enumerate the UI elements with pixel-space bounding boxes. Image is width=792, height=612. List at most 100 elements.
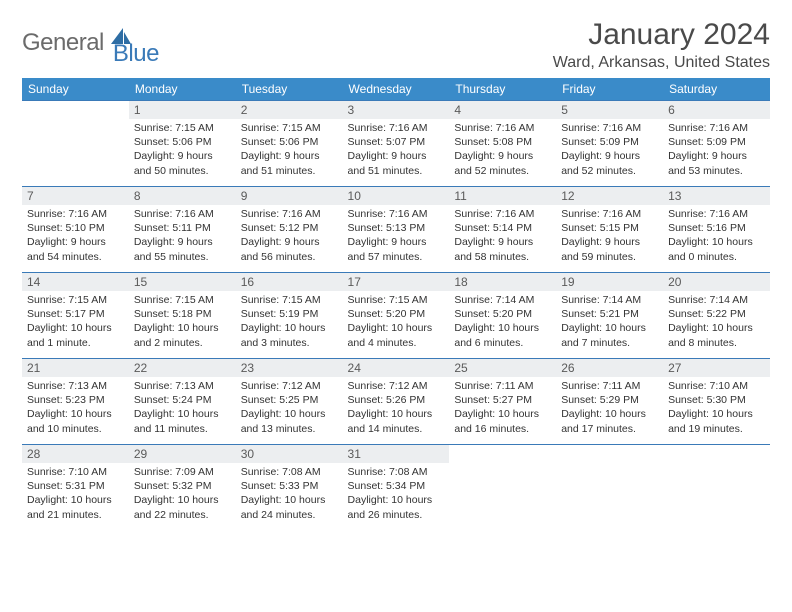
weekday-header: Sunday xyxy=(22,78,129,101)
calendar-day-cell: 4Sunrise: 7:16 AMSunset: 5:08 PMDaylight… xyxy=(449,101,556,187)
calendar-day-cell: 2Sunrise: 7:15 AMSunset: 5:06 PMDaylight… xyxy=(236,101,343,187)
day-number: 3 xyxy=(343,101,450,119)
day-number: 5 xyxy=(556,101,663,119)
weekday-header: Wednesday xyxy=(343,78,450,101)
day-content: Sunrise: 7:16 AMSunset: 5:14 PMDaylight:… xyxy=(449,205,556,266)
sunrise-text: Sunrise: 7:14 AM xyxy=(561,293,658,307)
calendar-day-cell: 10Sunrise: 7:16 AMSunset: 5:13 PMDayligh… xyxy=(343,187,450,273)
day-content: Sunrise: 7:16 AMSunset: 5:09 PMDaylight:… xyxy=(556,119,663,180)
sunset-text: Sunset: 5:11 PM xyxy=(134,221,231,235)
calendar-day-cell xyxy=(449,445,556,531)
calendar-table: Sunday Monday Tuesday Wednesday Thursday… xyxy=(22,78,770,531)
page-header: General Blue January 2024 Ward, Arkansas… xyxy=(22,18,770,72)
day-number: 1 xyxy=(129,101,236,119)
daylight-text: Daylight: 10 hours and 10 minutes. xyxy=(27,407,124,435)
calendar-week-row: 14 Sunrise: 7:15 AM Sunset: 5:17 PM Dayligh… xyxy=(22,273,770,359)
sunset-text: Sunset: 5:08 PM xyxy=(454,135,551,149)
calendar-day-cell: 29Sunrise: 7:09 AMSunset: 5:32 PMDayligh… xyxy=(129,445,236,531)
calendar-day-cell: 28Sunrise: 7:10 AMSunset: 5:31 PMDayligh… xyxy=(22,445,129,531)
daylight-text: Daylight: 10 hours and 2 minutes. xyxy=(134,321,231,349)
sunset-text: Sunset: 5:33 PM xyxy=(241,479,338,493)
calendar-day-cell: 9Sunrise: 7:16 AMSunset: 5:12 PMDaylight… xyxy=(236,187,343,273)
sunrise-text: Sunrise: 7:16 AM xyxy=(454,121,551,135)
location-text: Ward, Arkansas, United States xyxy=(553,54,770,72)
sunset-text: Sunset: 5:27 PM xyxy=(454,393,551,407)
sunset-text: Sunset: 5:20 PM xyxy=(348,307,445,321)
day-content: Sunrise: 7:16 AMSunset: 5:07 PMDaylight:… xyxy=(343,119,450,180)
day-number: 10 xyxy=(343,187,450,205)
calendar-day-cell: 30Sunrise: 7:08 AMSunset: 5:33 PMDayligh… xyxy=(236,445,343,531)
sunset-text: Sunset: 5:26 PM xyxy=(348,393,445,407)
day-content: Sunrise: 7:15 AMSunset: 5:18 PMDaylight:… xyxy=(129,291,236,352)
sunrise-text: Sunrise: 7:15 AM xyxy=(134,121,231,135)
calendar-week-row: 21Sunrise: 7:13 AMSunset: 5:23 PMDayligh… xyxy=(22,359,770,445)
sunrise-text: Sunrise: 7:16 AM xyxy=(561,121,658,135)
day-content: Sunrise: 7:15 AMSunset: 5:20 PMDaylight:… xyxy=(343,291,450,352)
sunrise-text: Sunrise: 7:16 AM xyxy=(348,121,445,135)
daylight-text: Daylight: 9 hours and 52 minutes. xyxy=(561,149,658,177)
calendar-day-cell: 20Sunrise: 7:14 AMSunset: 5:22 PMDayligh… xyxy=(663,273,770,359)
day-content: Sunrise: 7:09 AMSunset: 5:32 PMDaylight:… xyxy=(129,463,236,524)
daylight-text: Daylight: 10 hours and 13 minutes. xyxy=(241,407,338,435)
day-content: Sunrise: 7:16 AMSunset: 5:11 PMDaylight:… xyxy=(129,205,236,266)
calendar-week-row: 1Sunrise: 7:15 AMSunset: 5:06 PMDaylight… xyxy=(22,101,770,187)
day-content: Sunrise: 7:11 AMSunset: 5:29 PMDaylight:… xyxy=(556,377,663,438)
daylight-text: Daylight: 9 hours and 53 minutes. xyxy=(668,149,765,177)
daylight-text: Daylight: 10 hours and 17 minutes. xyxy=(561,407,658,435)
day-number: 4 xyxy=(449,101,556,119)
title-block: January 2024 Ward, Arkansas, United Stat… xyxy=(553,18,770,72)
day-content: Sunrise: 7:10 AMSunset: 5:31 PMDaylight:… xyxy=(22,463,129,524)
calendar-day-cell: 12Sunrise: 7:16 AMSunset: 5:15 PMDayligh… xyxy=(556,187,663,273)
calendar-day-cell: 14Sunrise: 7:15 AMSunset: 5:17 PMDayligh… xyxy=(22,273,129,359)
sunrise-text: Sunrise: 7:16 AM xyxy=(668,207,765,221)
day-number: 11 xyxy=(449,187,556,205)
sunset-text: Sunset: 5:29 PM xyxy=(561,393,658,407)
daylight-text: Daylight: 10 hours and 8 minutes. xyxy=(668,321,765,349)
day-number: 23 xyxy=(236,359,343,377)
daylight-text: Daylight: 9 hours and 51 minutes. xyxy=(348,149,445,177)
day-content: Sunrise: 7:15 AMSunset: 5:06 PMDaylight:… xyxy=(129,119,236,180)
daylight-text: Daylight: 10 hours and 16 minutes. xyxy=(454,407,551,435)
day-content: Sunrise: 7:15 AMSunset: 5:06 PMDaylight:… xyxy=(236,119,343,180)
day-content: Sunrise: 7:12 AMSunset: 5:25 PMDaylight:… xyxy=(236,377,343,438)
sunrise-text: Sunrise: 7:12 AM xyxy=(348,379,445,393)
sunset-text: Sunset: 5:24 PM xyxy=(134,393,231,407)
calendar-day-cell: 18Sunrise: 7:14 AMSunset: 5:20 PMDayligh… xyxy=(449,273,556,359)
day-content: Sunrise: 7:12 AMSunset: 5:26 PMDaylight:… xyxy=(343,377,450,438)
sunrise-text: Sunrise: 7:15 AM xyxy=(241,293,338,307)
day-content: Sunrise: 7:16 AMSunset: 5:09 PMDaylight:… xyxy=(663,119,770,180)
sunrise-text: Sunrise: 7:16 AM xyxy=(454,207,551,221)
sunset-text: Sunset: 5:13 PM xyxy=(348,221,445,235)
daylight-text: Daylight: 10 hours and 19 minutes. xyxy=(668,407,765,435)
sunset-text: Sunset: 5:14 PM xyxy=(454,221,551,235)
day-number: 17 xyxy=(343,273,450,291)
calendar-day-cell: 8Sunrise: 7:16 AMSunset: 5:11 PMDaylight… xyxy=(129,187,236,273)
calendar-day-cell: 11Sunrise: 7:16 AMSunset: 5:14 PMDayligh… xyxy=(449,187,556,273)
day-content: Sunrise: 7:16 AMSunset: 5:15 PMDaylight:… xyxy=(556,205,663,266)
weekday-header: Tuesday xyxy=(236,78,343,101)
day-number: 26 xyxy=(556,359,663,377)
sunset-text: Sunset: 5:06 PM xyxy=(134,135,231,149)
daylight-text: Daylight: 10 hours and 3 minutes. xyxy=(241,321,338,349)
daylight-text: Daylight: 9 hours and 57 minutes. xyxy=(348,235,445,263)
calendar-day-cell: 17Sunrise: 7:15 AMSunset: 5:20 PMDayligh… xyxy=(343,273,450,359)
day-number: 18 xyxy=(449,273,556,291)
day-content: Sunrise: 7:14 AMSunset: 5:20 PMDaylight:… xyxy=(449,291,556,352)
day-number: 30 xyxy=(236,445,343,463)
daylight-text: Daylight: 10 hours and 11 minutes. xyxy=(134,407,231,435)
daylight-text: Daylight: 9 hours and 55 minutes. xyxy=(134,235,231,263)
logo: General Blue xyxy=(22,18,159,68)
calendar-day-cell: 1Sunrise: 7:15 AMSunset: 5:06 PMDaylight… xyxy=(129,101,236,187)
calendar-day-cell: 23Sunrise: 7:12 AMSunset: 5:25 PMDayligh… xyxy=(236,359,343,445)
day-number: 27 xyxy=(663,359,770,377)
day-number: 12 xyxy=(556,187,663,205)
calendar-day-cell: 3Sunrise: 7:16 AMSunset: 5:07 PMDaylight… xyxy=(343,101,450,187)
day-content: Sunrise: 7:16 AMSunset: 5:16 PMDaylight:… xyxy=(663,205,770,266)
month-title: January 2024 xyxy=(553,18,770,52)
day-number: 31 xyxy=(343,445,450,463)
sunrise-text: Sunrise: 7:15 AM xyxy=(134,293,231,307)
day-number: 14 xyxy=(22,273,129,291)
day-number: 24 xyxy=(343,359,450,377)
sunset-text: Sunset: 5:17 PM xyxy=(27,307,124,321)
logo-word2: Blue xyxy=(113,40,159,68)
